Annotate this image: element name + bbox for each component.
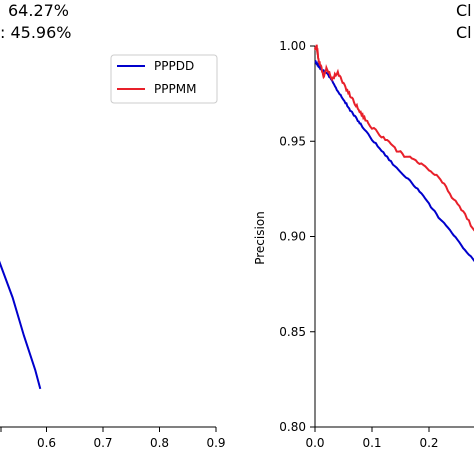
right-series-line-pppdd bbox=[314, 60, 474, 262]
left-annotation-line1: 64.27% bbox=[8, 1, 69, 20]
left-series-line-pppdd bbox=[0, 260, 42, 390]
right-y-axis-title: Precision bbox=[253, 211, 267, 265]
legend-pppdd-label: PPPDD bbox=[154, 59, 194, 73]
legend: PPPDD PPPMM bbox=[110, 54, 218, 104]
legend-pppmm-label: PPPMM bbox=[154, 82, 196, 96]
right-annotation-line2: Cl bbox=[456, 23, 472, 42]
right-annotation-line1: Cl bbox=[456, 1, 472, 20]
right-y-tick-label: 0.80 bbox=[279, 420, 306, 434]
right-series-lines bbox=[314, 44, 474, 262]
left-x-tick-label: 0.9 bbox=[206, 436, 225, 450]
left-x-tick-label: 0.6 bbox=[37, 436, 56, 450]
left-annotation-line2: : 45.96% bbox=[0, 23, 71, 42]
left-x-tick-label: 0.7 bbox=[93, 436, 112, 450]
right-x-tick-label: 0.1 bbox=[362, 436, 381, 450]
right-y-tick-label: 0.85 bbox=[279, 325, 306, 339]
right-y-tick-label: 0.95 bbox=[279, 134, 306, 148]
right-axis-ticks: 0.0 0.1 0.2 0.80 0.85 0.90 0.95 1.00 bbox=[279, 39, 438, 450]
right-y-tick-label: 1.00 bbox=[279, 39, 306, 53]
left-series-lines bbox=[0, 260, 42, 390]
right-x-tick-label: 0.2 bbox=[419, 436, 438, 450]
right-series-line-pppmm bbox=[314, 44, 474, 232]
right-chart-panel: 0.0 0.1 0.2 0.80 0.85 0.90 0.95 1.00 Precision bbox=[253, 39, 474, 450]
left-x-tick-label: 0.8 bbox=[150, 436, 169, 450]
right-x-tick-label: 0.0 bbox=[305, 436, 324, 450]
left-chart-panel: 0.6 0.7 0.8 0.9 PPPDD PPPMM bbox=[0, 54, 226, 450]
left-x-ticks: 0.6 0.7 0.8 0.9 bbox=[0, 427, 226, 450]
right-y-tick-label: 0.90 bbox=[279, 230, 306, 244]
